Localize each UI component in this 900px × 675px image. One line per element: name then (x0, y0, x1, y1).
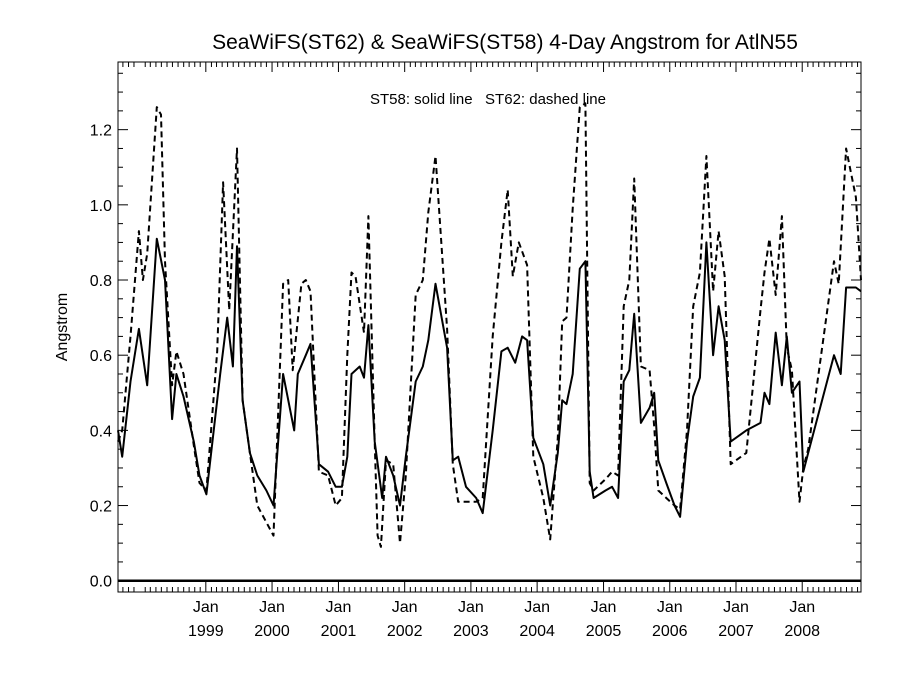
x-tick-label-month: Jan (723, 599, 749, 616)
y-tick-label: 1.0 (90, 198, 112, 215)
x-tick-label-year: 2003 (453, 623, 489, 640)
y-tick-label: 1.2 (90, 123, 112, 140)
x-tick-label-year: 2002 (387, 623, 423, 640)
series-annotation: ST58: solid line ST62: dashed line (370, 91, 606, 108)
y-tick-label: 0.6 (90, 348, 112, 365)
x-tick-label-year: 1999 (188, 623, 224, 640)
plot-frame (117, 61, 862, 593)
x-tick-label-year: 2008 (784, 623, 820, 640)
x-tick-label-year: 2004 (519, 623, 555, 640)
x-tick-label-month: Jan (392, 599, 418, 616)
x-tick-label-year: 2007 (718, 623, 754, 640)
x-tick-label-month: Jan (259, 599, 285, 616)
y-tick-label: 0.8 (90, 273, 112, 290)
y-tick-label: 0.2 (90, 499, 112, 516)
x-tick-label-month: Jan (193, 599, 219, 616)
x-tick-label-month: Jan (326, 599, 352, 616)
x-tick-label-month: Jan (657, 599, 683, 616)
solid-series-line (117, 237, 862, 518)
x-tick-label-year: 2006 (652, 623, 688, 640)
x-tick-label-month: Jan (591, 599, 617, 616)
y-tick-label: 0.0 (90, 574, 112, 591)
x-tick-label-year: 2000 (254, 623, 290, 640)
chart-title: SeaWiFS(ST62) & SeaWiFS(ST58) 4-Day Angs… (212, 31, 798, 54)
x-tick-label-month: Jan (458, 599, 484, 616)
dashed-series-line (117, 102, 862, 548)
x-tick-label-year: 2005 (586, 623, 622, 640)
x-tick-label-month: Jan (524, 599, 550, 616)
y-axis-label: Angstrom (54, 293, 71, 361)
x-tick-label-year: 2001 (321, 623, 357, 640)
x-tick-label-month: Jan (789, 599, 815, 616)
y-tick-label: 0.4 (90, 423, 112, 440)
